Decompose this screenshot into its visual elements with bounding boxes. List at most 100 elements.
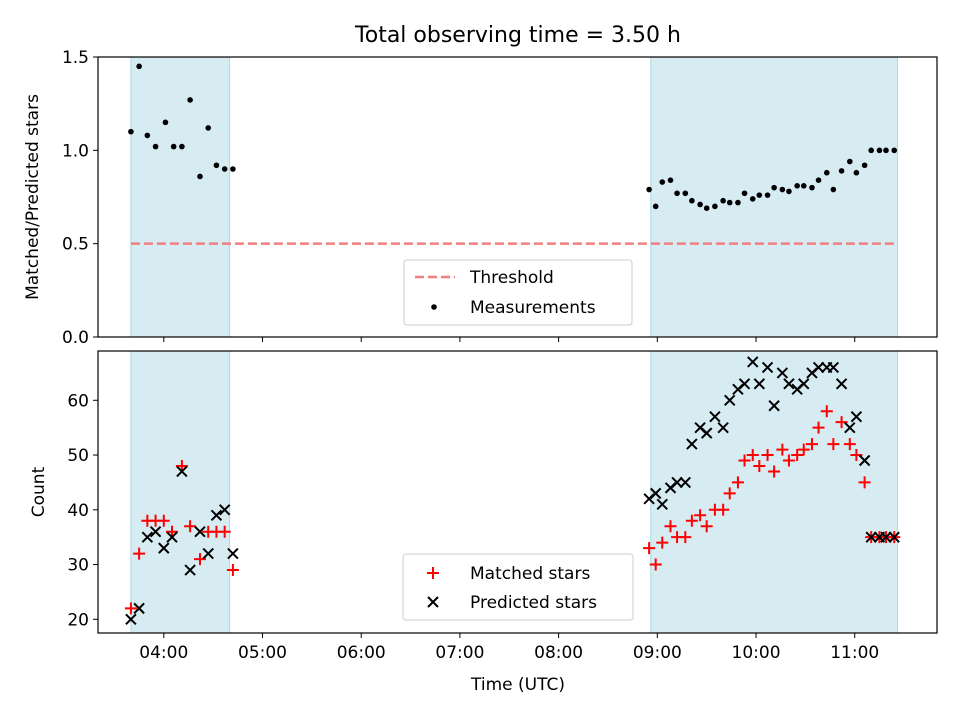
top-series-0-point-16 xyxy=(667,177,674,183)
bottom-series-1-point-7 xyxy=(184,564,196,576)
top-series-0-point-3 xyxy=(152,143,159,150)
top-series-0-point-21 xyxy=(703,205,710,211)
top-series-0-point-19 xyxy=(689,197,695,204)
bottom-series-0-point-38 xyxy=(827,438,840,451)
bottom-series-1-point-11 xyxy=(218,504,231,516)
bottom-series-1-point-30 xyxy=(768,400,780,412)
top-series-0-point-14 xyxy=(652,203,659,210)
bottom-series-0-point-34 xyxy=(797,443,810,456)
top-series-0-point-4 xyxy=(162,119,169,126)
bottom-series-0-point-16 xyxy=(664,520,677,533)
bottom-series-0-point-24 xyxy=(723,487,736,500)
top-series-0-point-11 xyxy=(221,166,228,172)
bottom-series-1-point-46 xyxy=(888,531,900,543)
top-y-tick-label-2: 1.0 xyxy=(62,141,89,161)
x-tick-label-1: 05:00 xyxy=(238,643,287,663)
legend-threshold-label: Threshold xyxy=(469,268,554,288)
bottom-series-0-point-29 xyxy=(761,449,774,462)
top-series-0-point-29 xyxy=(764,192,771,198)
top-series-0-point-6 xyxy=(179,143,185,150)
top-series-0-point-34 xyxy=(800,183,807,189)
bottom-series-1-point-2 xyxy=(141,531,154,543)
bottom-series-0-point-42 xyxy=(858,476,871,489)
top-series-0-point-17 xyxy=(674,190,680,197)
bottom-series-1-point-24 xyxy=(724,394,736,406)
top-series-0-point-35 xyxy=(809,184,815,191)
bottom-series-0-point-11 xyxy=(218,525,231,538)
bottom-series-0-point-26 xyxy=(738,454,751,467)
bottom-series-1-point-10 xyxy=(210,509,223,521)
top-series-0-point-28 xyxy=(756,192,763,198)
bottom-series-0-point-28 xyxy=(753,459,766,472)
top-series-0-point-40 xyxy=(847,158,853,165)
legend-measurements-swatch xyxy=(431,304,437,310)
legend-measurements-label: Measurements xyxy=(470,298,596,318)
bottom-series-0-point-15 xyxy=(656,536,669,549)
top-series-0-point-26 xyxy=(741,190,748,197)
top-y-tick-label-1: 0.5 xyxy=(62,235,89,255)
bottom-y-tick-label-3: 50 xyxy=(67,446,89,466)
bottom-y-tick-label-4: 60 xyxy=(67,391,89,411)
bottom-series-1-point-18 xyxy=(679,476,692,489)
bottom-series-1-point-23 xyxy=(717,421,729,434)
x-tick-label-0: 04:00 xyxy=(139,643,188,663)
bottom-series-1-point-39 xyxy=(835,378,848,390)
bottom-series-1-point-0 xyxy=(125,613,137,626)
bottom-series-1-point-26 xyxy=(738,378,751,390)
bottom-series-1-point-27 xyxy=(747,356,759,368)
bottom-series-0-point-36 xyxy=(812,421,825,434)
top-legend: Threshold Measurements xyxy=(403,259,633,326)
top-series-0-point-12 xyxy=(230,166,236,172)
top-series-0-point-13 xyxy=(646,186,652,193)
bottom-series-1-point-15 xyxy=(656,498,668,511)
x-axis-label: Time (UTC) xyxy=(470,675,565,695)
bottom-series-0-point-23 xyxy=(717,503,730,516)
bottom-legend-frame xyxy=(402,553,634,621)
top-series-0-point-25 xyxy=(735,199,741,206)
top-series-0-point-18 xyxy=(682,190,689,197)
top-y-tick-label-3: 1.5 xyxy=(62,48,89,68)
bottom-y-tick-label-1: 30 xyxy=(67,556,89,576)
bottom-legend: Matched stars Predicted stars xyxy=(402,553,634,621)
bottom-series-0-point-5 xyxy=(166,525,179,538)
bottom-series-1-point-9 xyxy=(202,547,214,560)
bottom-observing-window-0 xyxy=(130,350,231,634)
bottom-series-0-point-18 xyxy=(679,531,692,544)
bottom-series-0-point-20 xyxy=(694,509,707,522)
bottom-series-1-point-6 xyxy=(176,465,188,478)
bottom-series-1-point-1 xyxy=(133,602,145,615)
bottom-series-1-point-5 xyxy=(166,531,178,543)
top-series-0-point-39 xyxy=(838,168,845,174)
x-tick-label-6: 10:00 xyxy=(732,643,781,663)
bottom-series-1-point-31 xyxy=(776,367,789,379)
top-series-0-point-33 xyxy=(794,183,800,189)
top-y-axis-label: Matched/Predicted stars xyxy=(23,94,43,300)
top-series-0-point-20 xyxy=(697,201,703,208)
top-legend-frame xyxy=(403,259,633,326)
top-series-0-point-0 xyxy=(128,128,134,135)
bottom-y-axis-label: Count xyxy=(29,466,49,517)
bottom-series-0-point-0 xyxy=(124,602,137,615)
top-series-0-point-46 xyxy=(891,147,898,154)
top-series-0-point-24 xyxy=(726,199,733,206)
top-series-0-point-1 xyxy=(136,63,142,70)
top-series-0-point-8 xyxy=(197,173,203,180)
top-series-0-point-2 xyxy=(144,132,151,139)
bottom-series-1-point-43 xyxy=(865,531,877,543)
x-tick-label-7: 11:00 xyxy=(830,643,879,663)
bottom-series-1-point-40 xyxy=(844,421,856,434)
bottom-series-1-point-3 xyxy=(149,525,162,538)
bottom-series-0-point-6 xyxy=(175,459,188,472)
top-series-0-point-5 xyxy=(170,143,177,150)
top-series-0-point-23 xyxy=(720,197,726,204)
bottom-series-1-point-34 xyxy=(798,378,810,390)
top-series-0-point-37 xyxy=(823,169,830,176)
bottom-y-tick-label-2: 40 xyxy=(67,501,89,521)
x-tick-label-2: 06:00 xyxy=(337,643,386,663)
bottom-series-0-point-12 xyxy=(226,564,239,577)
top-series-0-point-44 xyxy=(876,147,883,154)
bottom-series-0-point-31 xyxy=(776,443,789,456)
bottom-axes-frame xyxy=(97,350,938,634)
x-tick-label-3: 07:00 xyxy=(435,643,484,663)
